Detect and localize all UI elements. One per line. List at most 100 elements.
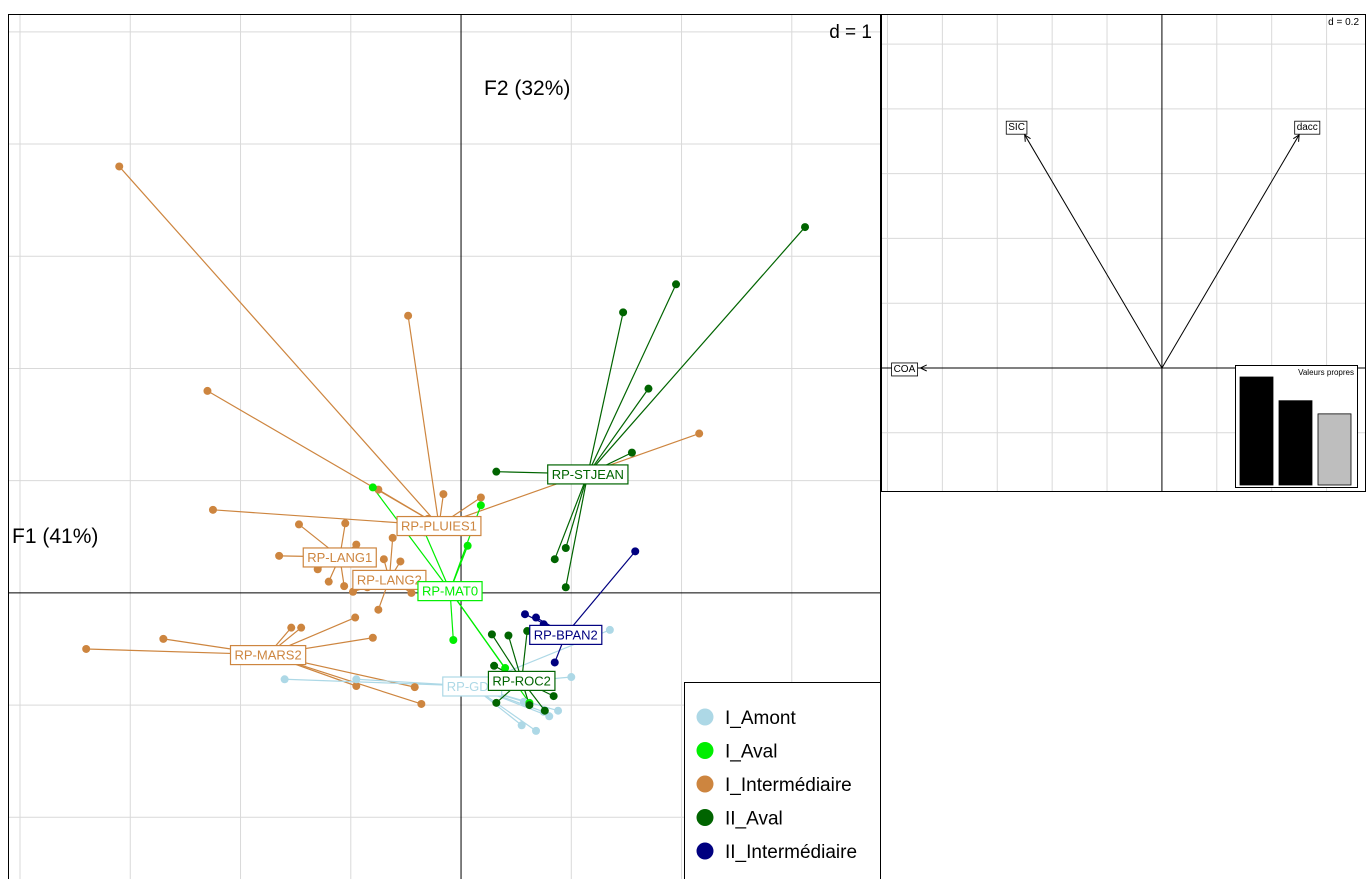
legend: I_Amont I_Aval I_Intermédiaire II_Aval II_In… [684, 682, 881, 879]
sample-point-rp-lang1 [324, 577, 333, 586]
legend-marker [696, 742, 714, 759]
star-segment-rp-bpan2 [565, 550, 636, 635]
group-label-text: RP-MARS2 [235, 648, 302, 663]
star-segments [86, 166, 806, 732]
group-label-text: RP-GDE [447, 679, 498, 694]
sample-point-rp-gde [532, 726, 541, 735]
group-label-rp-roc2: RP-ROC2 [487, 670, 556, 691]
star-segment-rp-stjean [554, 473, 589, 560]
sample-point-rp-stjean [619, 308, 628, 317]
sample-point-rp-gde [545, 712, 554, 721]
sample-point-rp-gde [352, 675, 361, 684]
sample-point-rp-mars2 [297, 623, 306, 632]
sample-point-rp-mars2 [417, 699, 426, 708]
sample-point-rp-mat0 [449, 635, 458, 644]
star-segment-rp-mat0 [424, 532, 451, 591]
sample-point-rp-pluies1 [115, 162, 124, 171]
legend-label: I_Amont [725, 708, 796, 729]
sample-point-rp-pluies1 [476, 493, 485, 502]
sample-point-rp-mars2 [159, 634, 168, 643]
sample-point-rp-lang1 [340, 582, 349, 591]
sample-point-rp-gde [280, 675, 289, 684]
sample-point-rp-lang1 [341, 519, 350, 528]
sample-point-rp-roc2 [487, 630, 496, 639]
star-segment-rp-pluies1 [118, 166, 440, 526]
group-label-box [396, 515, 482, 537]
legend-item-ii-intermediaire: II_Intermédiaire [696, 842, 857, 863]
sample-point-rp-lang2 [407, 588, 416, 597]
sample-point-rp-stjean [561, 583, 570, 592]
group-label-text: RP-STJEAN [552, 467, 624, 482]
group-label-text: RP-MAT0 [422, 584, 478, 599]
sample-point-rp-pluies1 [404, 311, 413, 320]
sample-point-rp-lang2 [374, 605, 383, 614]
sample-point-rp-lang2 [396, 557, 405, 566]
group-label-box [487, 670, 556, 691]
sample-point-rp-pluies1 [695, 429, 704, 438]
group-label-box [352, 569, 427, 591]
group-label-text: RP-ROC2 [492, 673, 551, 688]
legend-box [684, 682, 881, 879]
star-segment-rp-pluies1 [407, 315, 440, 526]
sample-point-rp-gde [605, 625, 614, 634]
sample-point-rp-stjean [801, 223, 810, 232]
sample-point-rp-stjean [492, 467, 501, 476]
star-segment-rp-mat0 [372, 487, 451, 591]
sample-point-rp-mat0 [463, 541, 472, 550]
group-label-text: RP-LANG1 [307, 550, 372, 565]
sample-point-rp-stjean [561, 543, 570, 552]
sample-point-rp-roc2 [492, 698, 501, 707]
sample-point-rp-gde [567, 673, 576, 682]
group-label-rp-pluies1: RP-PLUIES1 [396, 515, 482, 537]
sample-point-rp-lang1 [352, 540, 361, 549]
sample-point-rp-roc2 [525, 701, 534, 710]
sample-point-rp-stjean [672, 280, 681, 289]
group-label-box [529, 624, 603, 645]
sample-point-rp-stjean [644, 384, 653, 393]
sample-point-rp-roc2 [504, 631, 513, 640]
sample-point-rp-pluies1 [208, 505, 217, 514]
star-segment-rp-stjean [587, 312, 624, 475]
legend-item-i-intermediaire: I_Intermédiaire [696, 775, 852, 796]
star-segment-rp-stjean [587, 226, 806, 475]
sample-point-rp-mat0 [501, 664, 510, 673]
group-label-box [547, 464, 629, 485]
star-segment-rp-stjean [565, 473, 589, 549]
legend-label: I_Aval [725, 742, 777, 763]
main-grid-scale-label: d = 1 [829, 22, 872, 43]
sample-point-rp-pluies1 [439, 490, 448, 499]
sample-point-rp-mars2 [287, 623, 296, 632]
legend-label: II_Aval [725, 809, 783, 830]
star-segment-rp-stjean [587, 284, 677, 475]
sample-point-rp-stjean [627, 448, 636, 457]
sample-point-rp-mars2 [368, 633, 377, 642]
group-label-text: RP-PLUIES1 [401, 519, 477, 534]
sample-point-rp-bpan2 [532, 613, 541, 622]
axis-f1-label: F1 (41%) [12, 525, 98, 548]
sample-point-rp-mat0 [368, 483, 377, 492]
sample-point-rp-gde [517, 721, 526, 730]
group-label-rp-mat0: RP-MAT0 [417, 581, 483, 602]
sample-point-rp-roc2 [540, 706, 549, 715]
legend-label: II_Intermédiaire [725, 842, 857, 863]
star-segment-rp-stjean [587, 388, 649, 475]
group-label-rp-lang1: RP-LANG1 [302, 547, 377, 568]
sample-point-rp-roc2 [490, 661, 499, 670]
sample-point-rp-mars2 [351, 613, 360, 622]
sample-point-rp-lang2 [379, 555, 388, 564]
sample-point-rp-mars2 [82, 644, 91, 653]
sample-point-rp-stjean [550, 555, 559, 564]
star-segment-rp-stjean [565, 473, 589, 588]
group-label-text: RP-BPAN2 [534, 627, 598, 642]
main-plot-frame [8, 14, 881, 879]
legend-item-i-amont: I_Amont [696, 708, 796, 729]
sample-point-rp-pluies1 [203, 386, 212, 395]
group-label-box [417, 581, 483, 602]
sample-point-rp-bpan2 [631, 547, 640, 556]
sample-point-rp-mars2 [410, 683, 419, 692]
main-grid [9, 15, 880, 879]
sample-point-rp-bpan2 [550, 658, 559, 667]
sample-point-rp-gde [554, 706, 563, 715]
group-label-rp-bpan2: RP-BPAN2 [529, 624, 603, 645]
